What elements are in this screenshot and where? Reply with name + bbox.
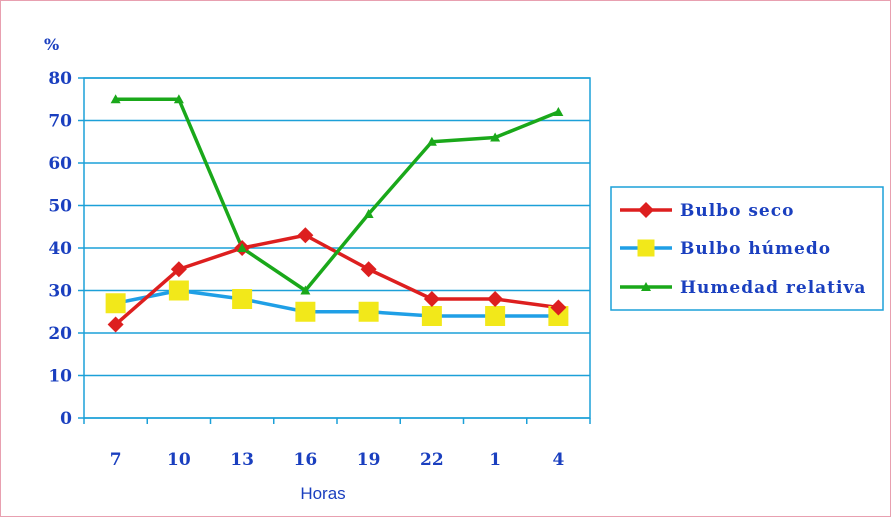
y-tick-label: 10	[48, 367, 72, 387]
data-point	[421, 306, 442, 326]
data-point	[300, 285, 311, 295]
data-point	[232, 289, 253, 309]
x-tick-label: 10	[167, 450, 191, 470]
data-point	[105, 293, 126, 314]
series-lines	[114, 97, 560, 326]
data-point	[553, 107, 564, 116]
data-point	[423, 291, 440, 307]
data-point	[358, 301, 379, 322]
data-point	[363, 209, 374, 218]
data-point	[426, 136, 437, 146]
x-tick-label: 22	[420, 450, 444, 470]
y-tick-label: 60	[48, 154, 72, 174]
data-point	[485, 306, 506, 326]
legend-label: Bulbo seco	[680, 201, 794, 221]
y-tick-label: 80	[48, 69, 72, 89]
x-axis-label: Horas	[300, 484, 345, 503]
legend-label: Bulbo húmedo	[680, 239, 831, 259]
x-tick-label: 19	[357, 450, 381, 470]
legend: Bulbo seco Bulbo húmedo Humedad relativa	[610, 186, 884, 311]
series-line	[115, 288, 559, 318]
data-point	[237, 243, 248, 252]
x-tick-labels: 7 10 13 16 19 22 1 4	[110, 450, 565, 470]
y-tick-label: 0	[60, 409, 72, 429]
data-point	[490, 132, 501, 142]
series-line	[115, 97, 560, 293]
y-tick-labels: 0 10 20 30 40 50 60 70 80	[48, 69, 72, 429]
x-tick-label: 13	[230, 450, 254, 470]
data-point	[487, 291, 504, 307]
data-point	[295, 301, 316, 322]
data-point	[637, 239, 655, 257]
series-markers	[105, 94, 569, 333]
x-tick-label: 4	[552, 450, 564, 470]
y-tick-label: 20	[48, 324, 72, 344]
legend-label: Humedad relativa	[680, 278, 866, 298]
data-point	[638, 202, 654, 218]
y-tick-label: 30	[48, 282, 72, 302]
y-tick-label: 40	[48, 239, 72, 259]
axes	[78, 77, 591, 424]
data-point	[168, 280, 189, 301]
y-axis-label: %	[44, 35, 59, 54]
data-point	[173, 94, 184, 104]
data-point	[548, 306, 569, 326]
data-point	[641, 282, 651, 291]
data-point	[360, 261, 377, 278]
data-point	[550, 299, 567, 316]
x-tick-label: 16	[294, 450, 318, 470]
data-point	[297, 227, 314, 244]
data-point	[170, 261, 187, 278]
data-point	[107, 316, 124, 333]
y-tick-label: 70	[48, 112, 72, 132]
data-point	[110, 94, 121, 104]
x-tick-label: 7	[110, 450, 122, 470]
y-tick-label: 50	[48, 197, 72, 217]
x-tick-label: 1	[489, 450, 501, 470]
